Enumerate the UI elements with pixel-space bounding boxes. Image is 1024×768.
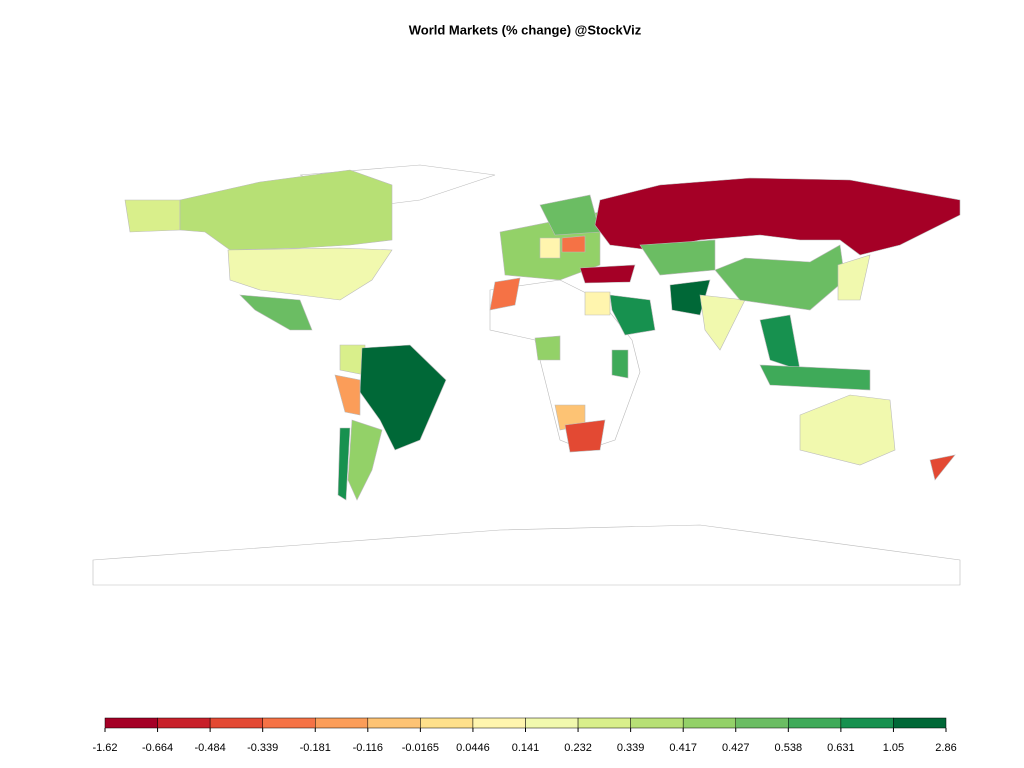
legend-tick-label: 0.427	[722, 742, 750, 754]
legend-tick-label: 0.0446	[456, 742, 490, 754]
legend-tick-label: -0.116	[353, 742, 383, 754]
legend-tick-label: -0.664	[142, 742, 173, 754]
legend: -1.62 -0.664 -0.484 -0.339 -0.181 -0.116 -0.01…	[92, 717, 957, 754]
brazil	[359, 344, 447, 451]
poland	[561, 235, 586, 253]
egypt	[584, 291, 611, 316]
alaska	[124, 199, 181, 233]
legend-swatch	[682, 717, 736, 729]
legend-swatch	[104, 717, 158, 729]
mexico	[239, 294, 313, 331]
legend-swatch	[315, 717, 369, 729]
usa	[227, 247, 393, 301]
indonesia	[759, 364, 871, 391]
chart-title: World Markets (% change) @StockViz	[409, 22, 642, 37]
canada	[179, 169, 393, 251]
legend-tick-label: -0.484	[195, 742, 226, 754]
legend-tick-label: -0.181	[300, 742, 331, 754]
india	[699, 294, 746, 351]
legend-swatch	[262, 717, 316, 729]
morocco	[489, 277, 521, 311]
legend-swatch	[840, 717, 894, 729]
legend-swatch	[367, 717, 421, 729]
legend-tick-label: 1.05	[883, 742, 904, 754]
china	[714, 244, 846, 311]
legend-tick-label: 0.631	[827, 742, 855, 754]
legend-tick-label: 0.538	[775, 742, 803, 754]
legend-tick-label: 0.417	[669, 742, 697, 754]
legend-swatch	[420, 717, 474, 729]
legend-tick-label: 0.232	[564, 742, 592, 754]
legend-tick-label: -0.0165	[402, 742, 439, 754]
south-africa	[564, 419, 606, 453]
kazakhstan	[639, 239, 716, 276]
legend-swatch	[157, 717, 211, 729]
legend-swatch	[893, 717, 947, 729]
australia	[799, 394, 896, 466]
legend-swatch	[525, 717, 579, 729]
nigeria	[534, 335, 561, 361]
legend-swatch	[209, 717, 263, 729]
peru	[334, 374, 361, 416]
japan	[837, 254, 871, 301]
legend-swatch	[577, 717, 631, 729]
argentina	[347, 419, 383, 501]
legend-tick-label: -0.339	[247, 742, 278, 754]
turkey	[579, 264, 636, 284]
legend-tick-label: 0.339	[617, 742, 645, 754]
pakistan	[669, 279, 711, 316]
antarctica	[92, 524, 961, 586]
germany	[539, 237, 561, 259]
kenya	[611, 349, 629, 379]
chile	[337, 427, 351, 501]
legend-tick-label: 2.86	[935, 742, 956, 754]
world-map	[92, 164, 961, 586]
legend-swatch	[735, 717, 789, 729]
russia	[594, 177, 961, 256]
new-zealand	[929, 454, 956, 481]
legend-swatch	[472, 717, 526, 729]
legend-swatch	[788, 717, 842, 729]
southeast-asia	[759, 314, 801, 371]
saudi-arabia	[609, 294, 656, 336]
legend-swatch	[630, 717, 684, 729]
legend-tick-label: -1.62	[92, 742, 117, 754]
legend-tick-label: 0.141	[512, 742, 540, 754]
